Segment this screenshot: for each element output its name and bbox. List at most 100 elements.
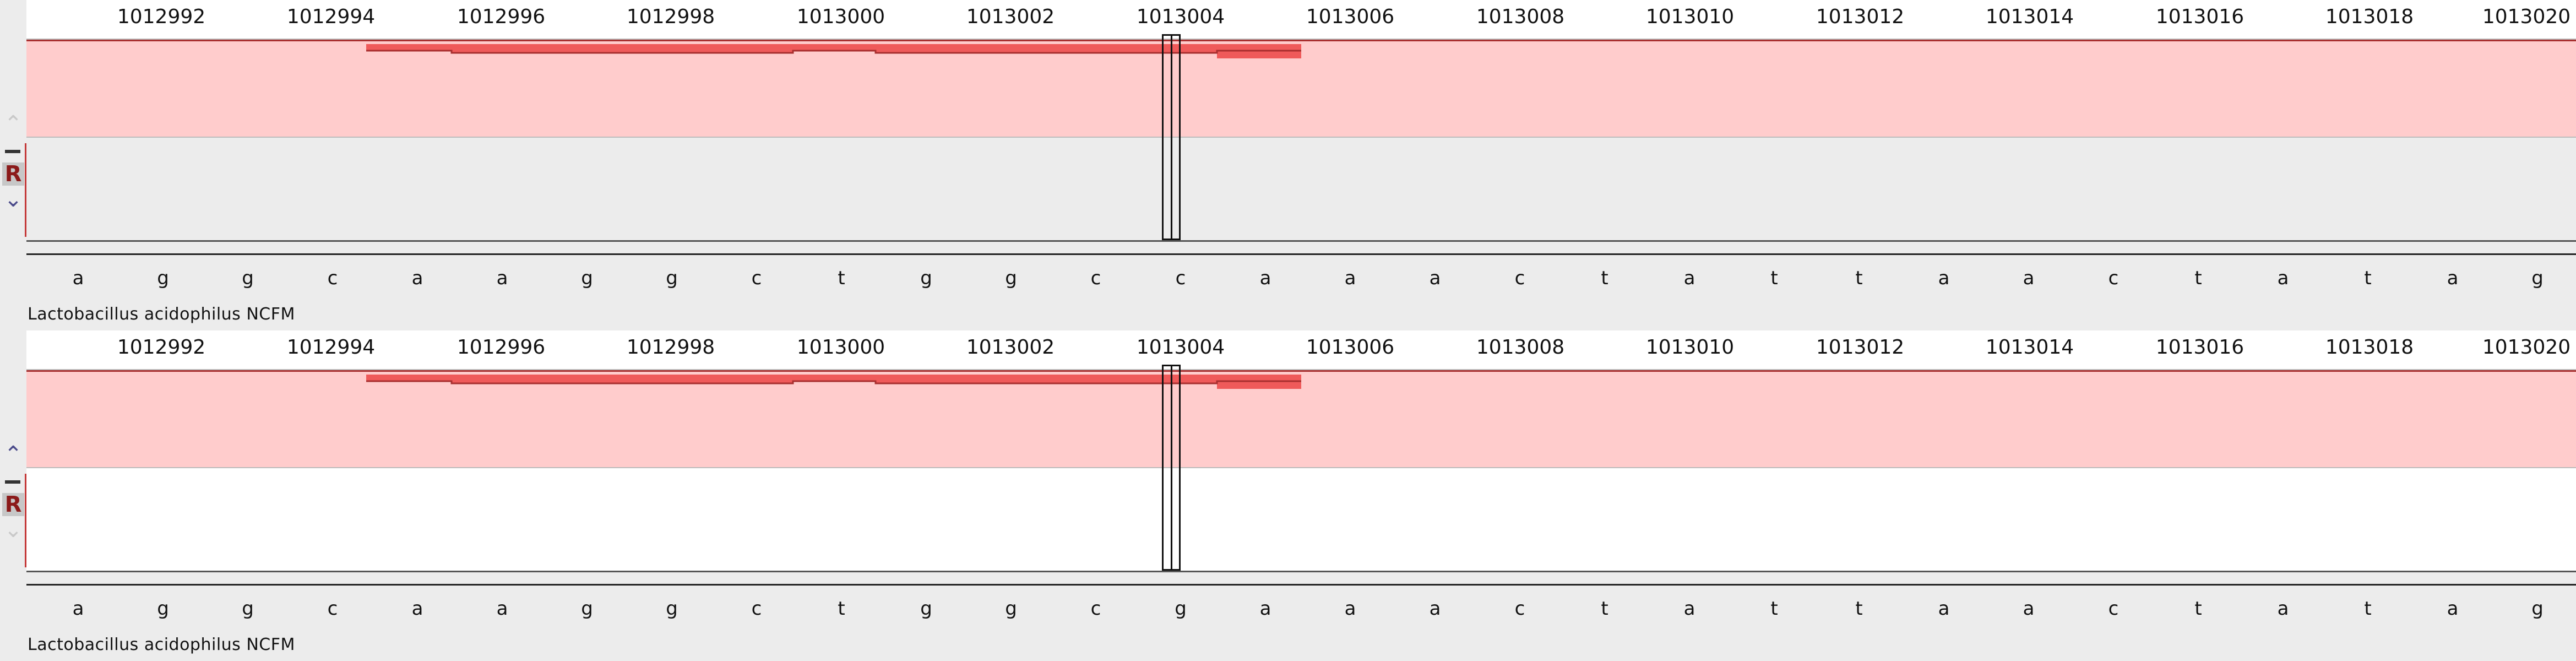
base: c xyxy=(751,267,762,289)
base: c xyxy=(1090,598,1101,620)
chevron-down-icon[interactable]: ⌄ xyxy=(4,517,23,543)
base: c xyxy=(1175,267,1186,289)
base: a xyxy=(2447,267,2459,289)
coordinate-ruler: 1012992 1012994 1012996 1012998 1013000 … xyxy=(26,330,2576,370)
base: g xyxy=(920,598,932,620)
ruler-tick: 1013002 xyxy=(966,336,1055,359)
base: t xyxy=(1770,267,1778,289)
ruler-tick: 1012992 xyxy=(117,336,206,359)
feature-bar[interactable] xyxy=(0,330,2576,661)
base: a xyxy=(2277,598,2289,620)
ruler-tick: 1013018 xyxy=(2325,336,2414,359)
collapse-icon[interactable] xyxy=(5,150,20,153)
base: a xyxy=(496,267,508,289)
reverse-label[interactable]: R xyxy=(2,162,24,186)
base: g xyxy=(581,267,593,289)
ruler-tick: 1013020 xyxy=(2482,6,2571,28)
coverage-track-lower xyxy=(26,137,2576,241)
base: g xyxy=(2531,267,2544,289)
base: t xyxy=(2194,598,2202,620)
ruler-tick: 1012998 xyxy=(626,6,715,28)
feature-bar[interactable] xyxy=(0,0,2576,330)
base: c xyxy=(1090,267,1101,289)
sequence-divider xyxy=(26,584,2576,586)
ruler-tick: 1013012 xyxy=(1816,336,1905,359)
base: c xyxy=(751,598,762,620)
base: g xyxy=(157,598,169,620)
position-cursor-line xyxy=(1171,34,1172,240)
base: a xyxy=(72,598,84,620)
base: g xyxy=(666,267,678,289)
base: a xyxy=(1938,267,1950,289)
base: t xyxy=(1770,598,1778,620)
ruler-tick: 1013014 xyxy=(1985,336,2074,359)
base: t xyxy=(838,598,845,620)
base: g xyxy=(242,267,254,289)
ruler-tick: 1012994 xyxy=(286,6,376,28)
base: g xyxy=(2531,598,2544,620)
base: t xyxy=(1855,267,1863,289)
base: g xyxy=(1175,598,1187,620)
ruler-tick: 1013010 xyxy=(1645,6,1735,28)
base: t xyxy=(1601,598,1608,620)
base: t xyxy=(2364,267,2372,289)
base: a xyxy=(1344,267,1356,289)
base: g xyxy=(157,267,169,289)
alignment-panel-2: ⌃ R ⌄ 1012992 1012994 1012996 1012998 10… xyxy=(0,330,2576,661)
base: t xyxy=(1855,598,1863,620)
base: a xyxy=(1938,598,1950,620)
base: g xyxy=(242,598,254,620)
ruler-tick: 1013014 xyxy=(1985,6,2074,28)
base: c xyxy=(327,598,338,620)
ruler-tick: 1012994 xyxy=(286,336,376,359)
ruler-tick: 1013016 xyxy=(2155,336,2245,359)
base: a xyxy=(1259,267,1271,289)
organism-label: Lactobacillus acidophilus NCFM xyxy=(28,635,295,654)
base: a xyxy=(411,267,423,289)
base: c xyxy=(2108,267,2119,289)
chevron-up-icon[interactable]: ⌃ xyxy=(4,111,23,137)
track-separator xyxy=(26,571,2576,572)
base: a xyxy=(1683,598,1695,620)
ruler-tick: 1013012 xyxy=(1816,6,1905,28)
collapse-icon[interactable] xyxy=(5,480,20,484)
base: c xyxy=(1514,267,1525,289)
ruler-tick: 1013018 xyxy=(2325,6,2414,28)
base: a xyxy=(1683,267,1695,289)
base: g xyxy=(666,598,678,620)
ruler-tick: 1013008 xyxy=(1476,336,1565,359)
reverse-label[interactable]: R xyxy=(2,493,24,516)
base: a xyxy=(2277,267,2289,289)
ruler-tick: 1012992 xyxy=(117,6,206,28)
base: a xyxy=(2447,598,2459,620)
ruler-tick: 1013000 xyxy=(796,6,885,28)
ruler-tick: 1013002 xyxy=(966,6,1055,28)
alignment-panel-1: ⌃ R ⌄ 1012992 1012994 1012996 1012998 10… xyxy=(0,0,2576,330)
panel-controls: ⌃ R ⌄ xyxy=(0,0,28,330)
base: t xyxy=(1601,267,1608,289)
ruler-tick: 1013000 xyxy=(796,336,885,359)
chevron-up-icon[interactable]: ⌃ xyxy=(4,442,23,467)
panel-controls: ⌃ R ⌄ xyxy=(0,330,28,661)
ruler-tick: 1013006 xyxy=(1306,336,1395,359)
organism-label: Lactobacillus acidophilus NCFM xyxy=(28,305,295,324)
base: a xyxy=(1429,598,1441,620)
base: g xyxy=(1005,598,1017,620)
base: c xyxy=(1514,598,1525,620)
ruler-tick: 1013020 xyxy=(2482,336,2571,359)
base: a xyxy=(2023,267,2035,289)
ruler-tick: 1013004 xyxy=(1136,336,1225,359)
base: a xyxy=(496,598,508,620)
ruler-tick: 1012998 xyxy=(626,336,715,359)
base: a xyxy=(2023,598,2035,620)
ruler-tick: 1013016 xyxy=(2155,6,2245,28)
base: c xyxy=(327,267,338,289)
base: g xyxy=(1005,267,1017,289)
panel-edge-marker xyxy=(25,143,28,237)
chevron-down-icon[interactable]: ⌄ xyxy=(4,187,23,212)
coordinate-ruler: 1012992 1012994 1012996 1012998 1013000 … xyxy=(26,0,2576,40)
base: t xyxy=(2194,267,2202,289)
base: g xyxy=(920,267,932,289)
base: a xyxy=(1259,598,1271,620)
base: a xyxy=(411,598,423,620)
